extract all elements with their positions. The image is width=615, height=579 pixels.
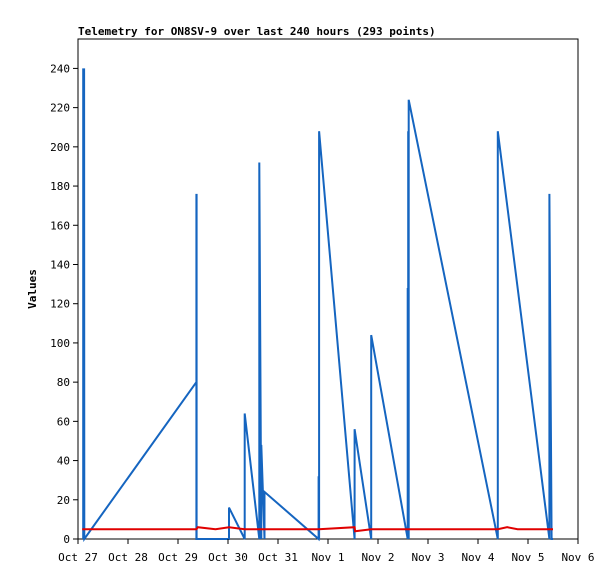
x-tick-label: Oct 27 — [58, 551, 98, 564]
plot-area — [77, 38, 579, 540]
x-tick-label: Oct 31 — [258, 551, 298, 564]
series-line-1 — [82, 68, 553, 543]
y-tick-label: 100 — [50, 337, 70, 350]
series-layer — [82, 68, 553, 543]
x-tick-label: Nov 3 — [411, 551, 444, 564]
y-tick-label: 140 — [50, 258, 70, 271]
x-tick-label: Nov 5 — [511, 551, 544, 564]
y-tick-label: 40 — [57, 455, 70, 468]
y-axis-label: Values — [26, 269, 39, 309]
x-tick-label: Nov 2 — [361, 551, 394, 564]
y-tick-label: 220 — [50, 102, 70, 115]
y-tick-label: 180 — [50, 180, 70, 193]
y-tick-label: 120 — [50, 298, 70, 311]
y-tick-label: 80 — [57, 376, 70, 389]
y-tick-label: 60 — [57, 415, 70, 428]
y-tick-label: 160 — [50, 219, 70, 232]
series-line-2 — [82, 526, 553, 533]
x-tick-label: Nov 4 — [461, 551, 494, 564]
x-tick-label: Oct 30 — [208, 551, 248, 564]
axis-layer: 0 20 40 60 80 100 120 140 160 180 200 220 240 Oct 27 O… — [50, 62, 594, 564]
y-tick-label: 200 — [50, 141, 70, 154]
x-tick-label: Oct 28 — [108, 551, 148, 564]
x-tick-label: Nov 6 — [561, 551, 594, 564]
chart-title: Telemetry for ON8SV-9 over last 240 hour… — [78, 25, 436, 38]
x-tick-label: Oct 29 — [158, 551, 198, 564]
x-tick-label: Nov 1 — [311, 551, 344, 564]
y-tick-label: 20 — [57, 494, 70, 507]
y-tick-label: 240 — [50, 62, 70, 75]
y-tick-label: 0 — [63, 533, 70, 546]
